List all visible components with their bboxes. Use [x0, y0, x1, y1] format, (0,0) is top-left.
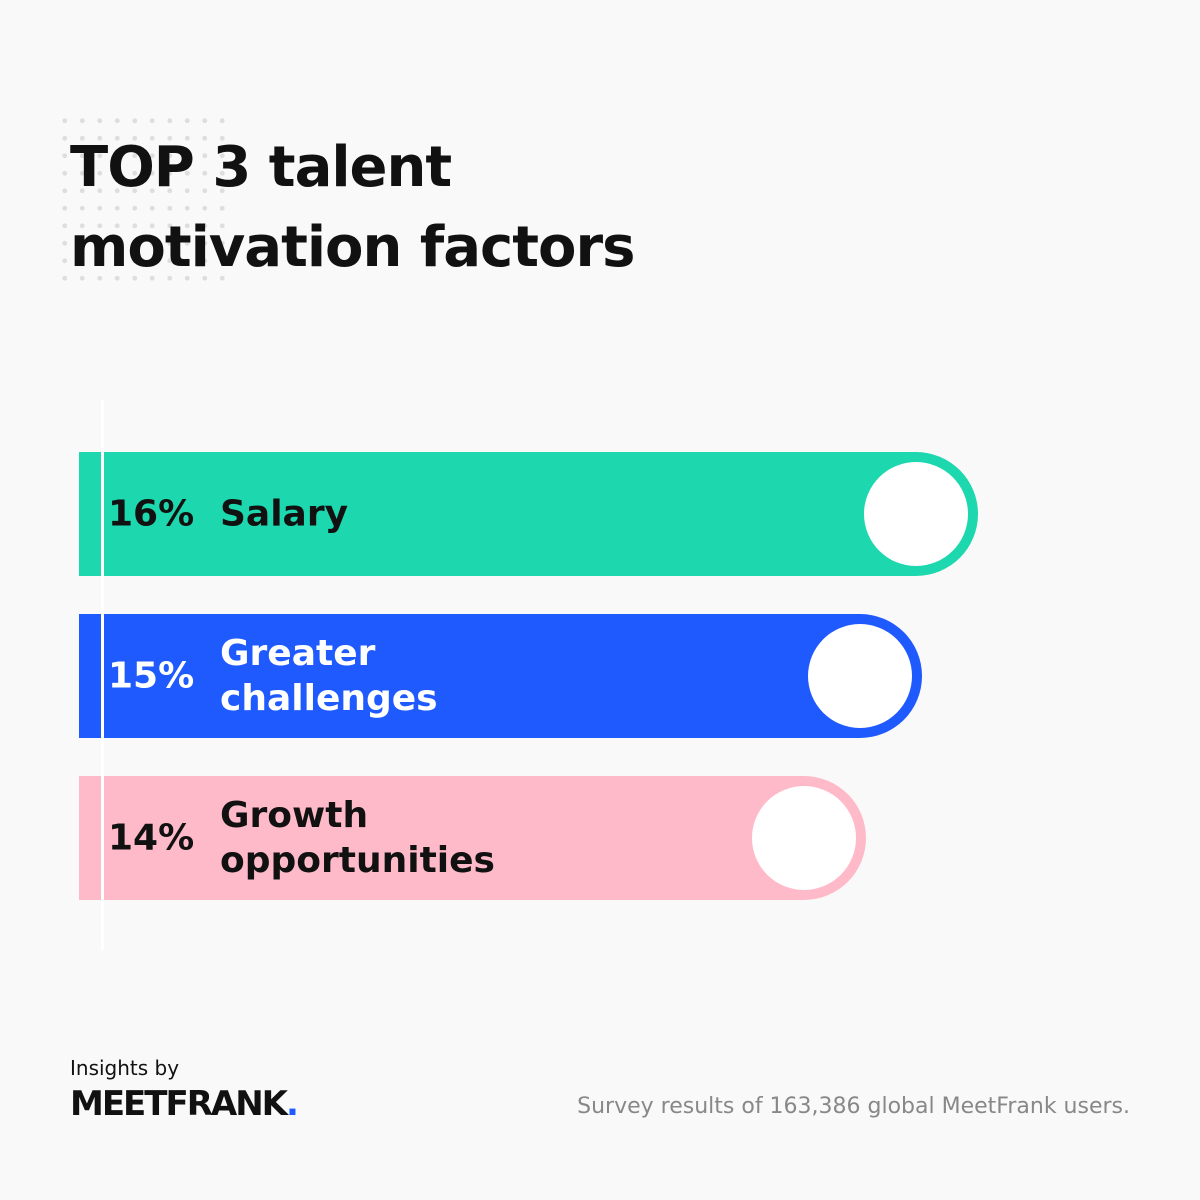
value-label: 15% [108, 655, 195, 697]
brand-prefix: Insights by [70, 1056, 180, 1080]
category-label: Salary [220, 493, 349, 535]
bar [79, 452, 978, 576]
bar-icon [864, 462, 968, 566]
bar-icon [751, 786, 856, 890]
value-label: 16% [108, 493, 195, 535]
source-note: Survey results of 163,386 global MeetFra… [577, 1094, 1130, 1119]
dot-pattern [56, 112, 236, 292]
bar [79, 614, 922, 738]
bar-icon [807, 624, 912, 728]
chart-title: TOP 3 talent motivation factors [70, 135, 635, 280]
axis-line [101, 400, 104, 950]
category-label: Growth opportunities [220, 795, 495, 881]
value-label: 14% [108, 817, 195, 859]
brand-dot: . [286, 1084, 299, 1124]
brand-name: MEETFRANK [70, 1084, 288, 1124]
brand-logo: MEETFRANK. [70, 1084, 299, 1124]
category-label: Greater challenges [220, 633, 438, 719]
bar [79, 776, 866, 900]
